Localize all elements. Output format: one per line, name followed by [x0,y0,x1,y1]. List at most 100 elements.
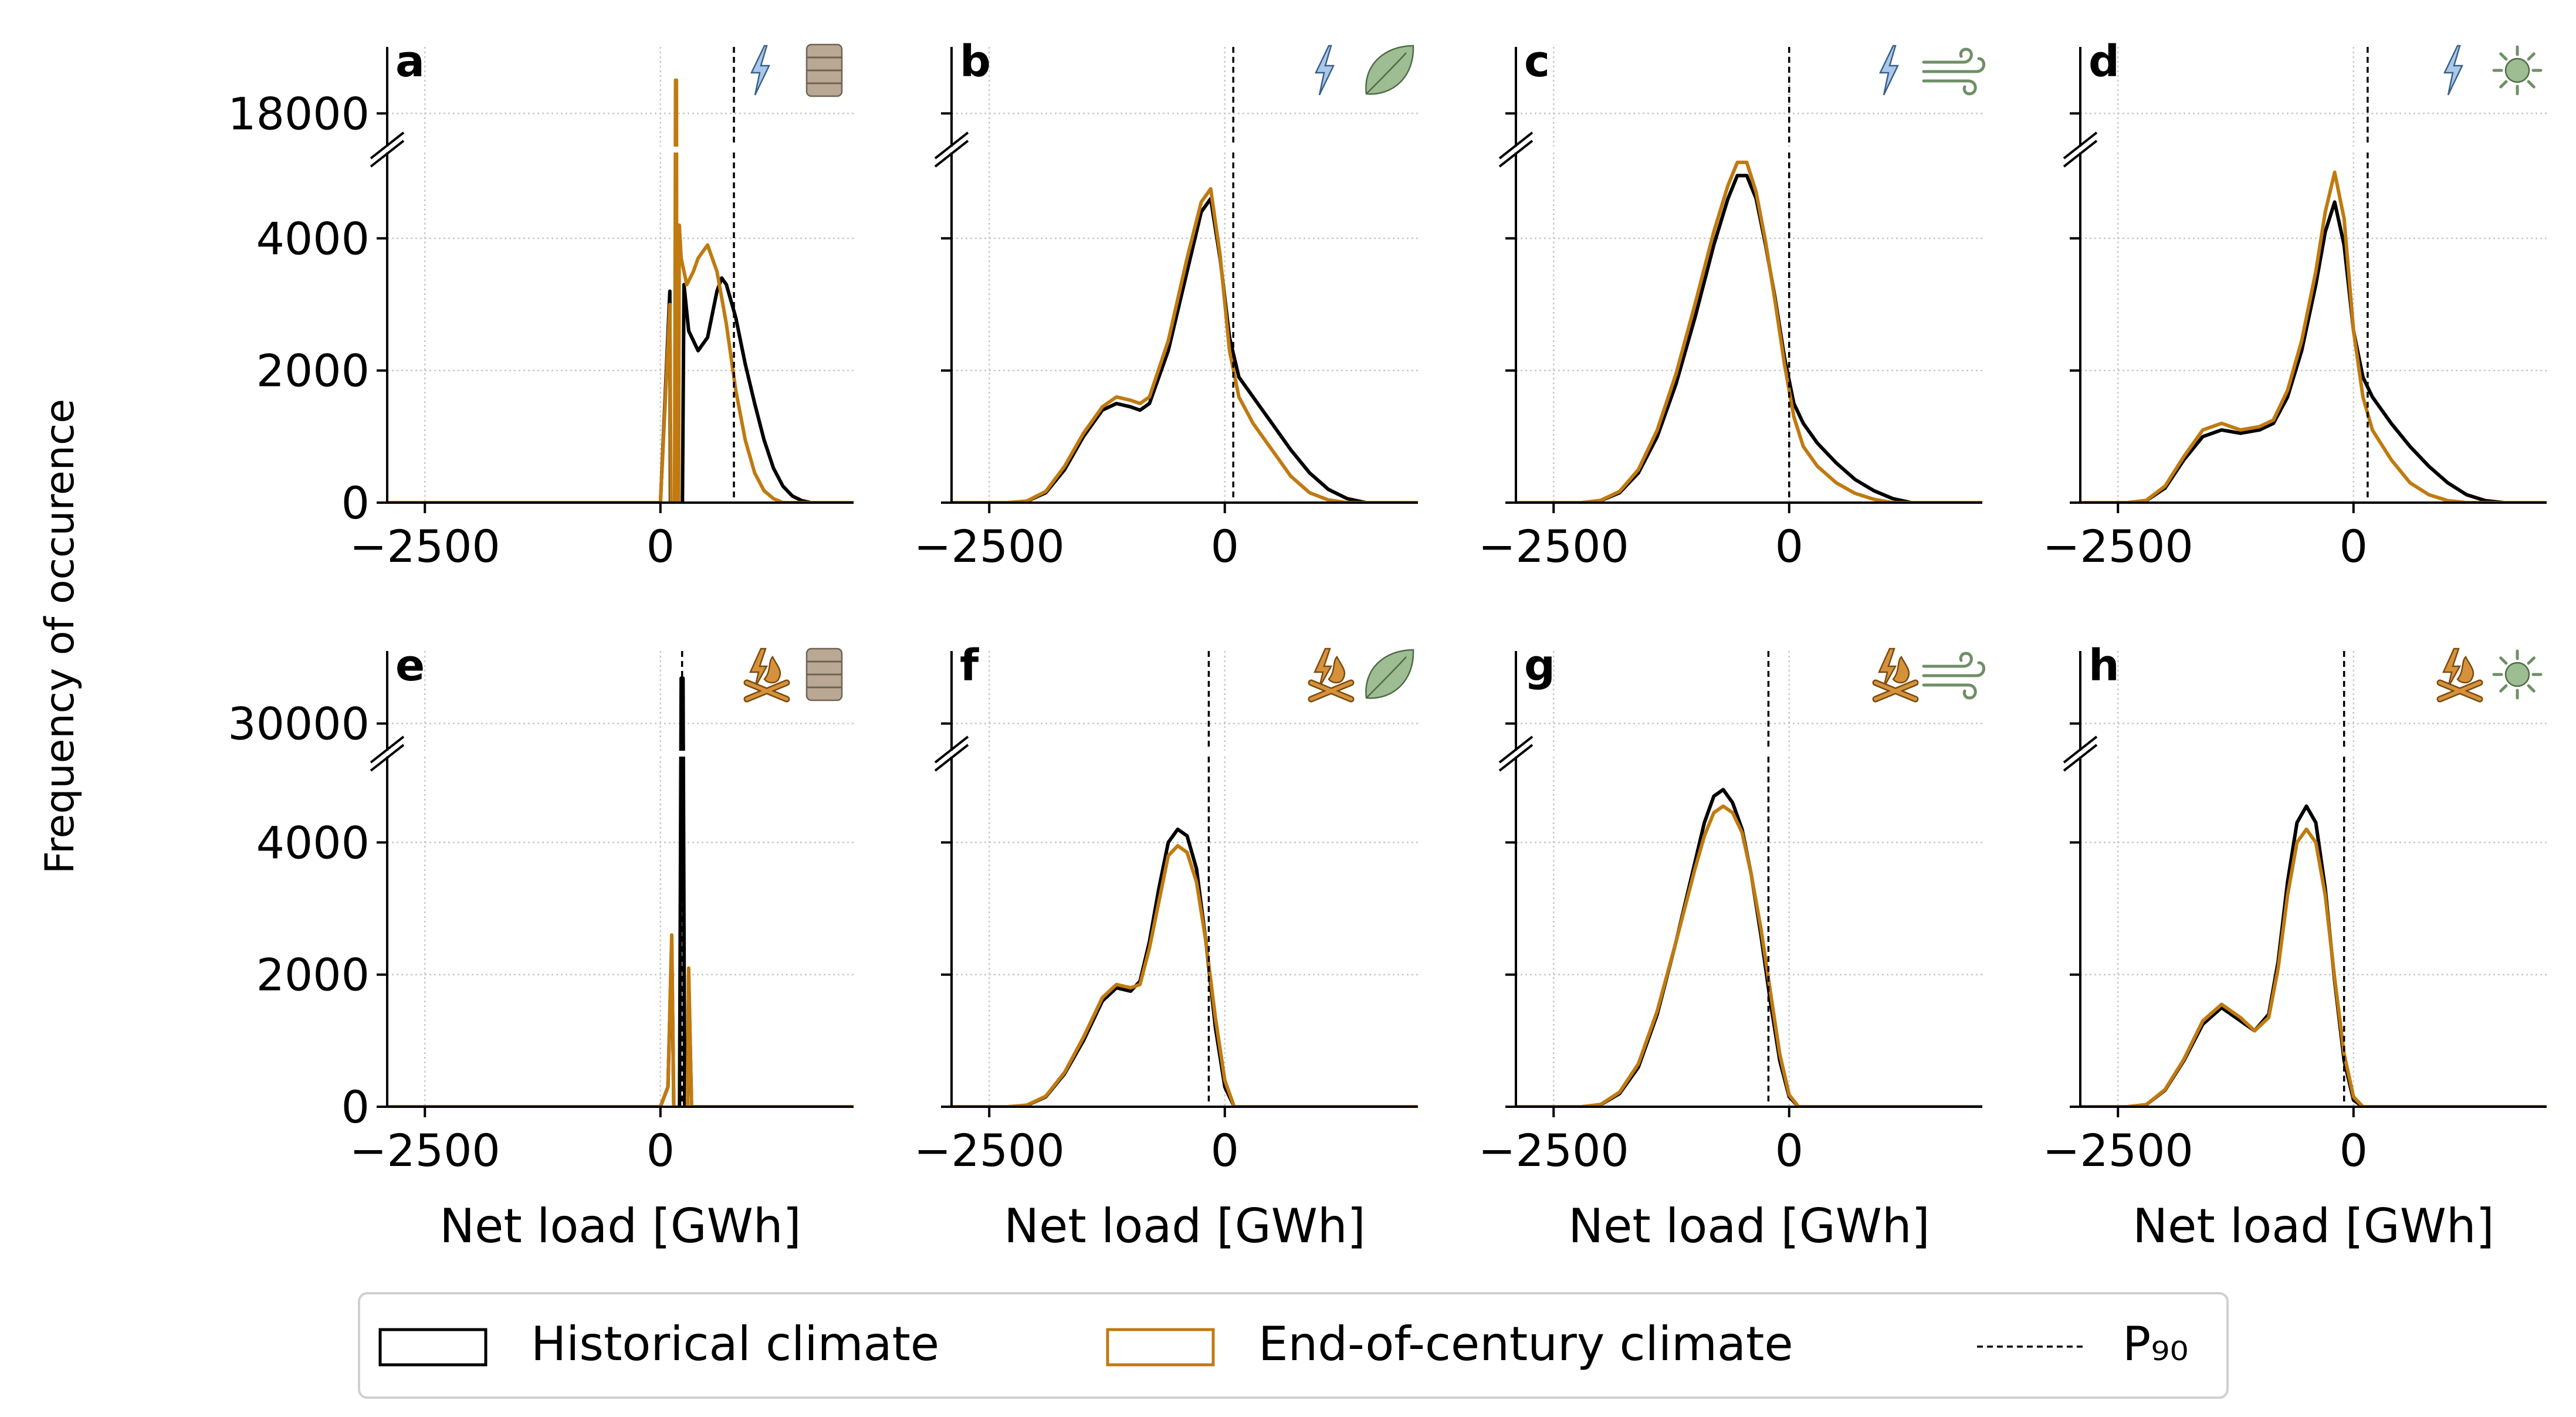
series-line-historical [387,276,854,504]
series-line-historical [2080,200,2547,504]
fire-icon [1872,648,1919,703]
x-tick-label: −2500 [914,520,1065,572]
y-tick-label-upper: 18000 [228,87,370,140]
y-tick-label-upper: 30000 [228,698,370,750]
axis-break-mark-1 [934,140,969,168]
legend: Historical climate End-of-century climat… [358,1292,2229,1399]
legend-swatch-end-of-century [1106,1328,1215,1367]
sun-ray-1 [2527,80,2536,89]
panel-label: g [1524,640,1555,691]
leaf-icon [1365,45,1414,95]
axis-break-mark-1 [934,744,969,772]
axis-break-mark-1 [2063,140,2098,168]
wind-gust-1 [1922,652,1973,668]
series-line-end-of-century [387,933,854,1108]
wind-gust-2 [1922,661,1985,677]
panel-label: d [2088,36,2120,87]
legend-frame [358,1292,2229,1399]
x-axis-label: Net load [GWh] [2132,1199,2494,1253]
x-tick-label: 0 [646,1124,675,1177]
series-line-end-of-century [1516,804,1982,1108]
flame-shape [763,655,781,684]
series-line-historical [1516,788,1982,1108]
sun-icon [2492,649,2543,700]
axis-break-mark-0 [934,131,969,160]
x-axis-label: Net load [GWh] [439,1199,801,1253]
axis-break-mark-0 [370,735,405,764]
oil-barrel-icon [805,648,843,701]
axis-break-mark-0 [1498,735,1534,764]
axis-break-mark-1 [370,140,405,168]
fire-icon [743,648,790,703]
y-tick-label: 0 [341,477,370,529]
lightning-shape [749,648,769,688]
series-line-end-of-century [1516,160,1982,504]
x-tick-label: −2500 [350,1124,500,1177]
axis-break-mark-0 [1498,131,1534,160]
x-tick-label: 0 [1775,520,1803,572]
leaf-vein [1366,52,1407,94]
panel-f: −2500 0 Net load [GWh] f [914,640,1418,1253]
x-tick-label: −2500 [1478,1124,1629,1177]
flame-shape [2456,655,2475,684]
wind-gust-3 [1922,79,1977,96]
wind-gust-3 [1922,683,1977,700]
wind-icon [1922,48,1985,96]
x-tick-label: −2500 [2043,520,2194,572]
y-tick-label: 2000 [256,949,370,1001]
series-line-end-of-century [387,78,854,504]
axis-break-mark-0 [2063,131,2098,160]
panel-label: c [1524,36,1550,87]
x-tick-label: −2500 [914,1124,1065,1177]
log-2 [2438,681,2482,701]
panel-label: h [2088,640,2120,691]
leaf-icon [1365,649,1414,699]
axis-break-mark-0 [934,735,969,764]
lightning-icon [2443,45,2463,96]
x-tick-label: 0 [646,520,675,572]
x-tick-label: −2500 [350,520,500,572]
series-line-end-of-century [952,187,1418,504]
y-tick-label: 2000 [256,345,370,397]
x-axis-label: Net load [GWh] [1568,1199,1930,1253]
axis-break-mark-0 [370,131,405,160]
axis-break-mark-1 [1498,140,1534,168]
series-line-end-of-century [952,844,1418,1108]
wind-gust-2 [1922,57,1985,73]
y-tick-label: 4000 [256,816,370,869]
figure-ylabel: Frequency of occurence [37,399,83,874]
lightning-shape [2443,45,2463,96]
axis-break-mark-1 [2063,744,2098,772]
lightning-shape [750,45,770,96]
series-line-end-of-century [2080,170,2547,504]
sun-disc [2504,662,2530,687]
x-tick-label: 0 [1775,1124,1803,1177]
lightning-icon [1879,45,1899,96]
lightning-shape [1315,45,1335,96]
fire-icon [1308,648,1355,703]
wind-gust-1 [1922,48,1973,64]
flame-shape [1892,655,1910,684]
sun-ray-5 [2499,656,2508,665]
sun-ray-7 [2527,656,2536,665]
series-line-end-of-century [2080,827,2547,1108]
log-2 [1874,681,1917,701]
axis-break-mark-0 [2063,735,2098,764]
sun-ray-3 [2499,684,2508,693]
panel-label: f [960,640,979,691]
x-tick-label: 0 [1211,1124,1239,1177]
series-line-historical [387,676,854,1108]
panel-label: a [395,36,425,87]
series-line-historical [952,827,1418,1108]
axis-break-mark-1 [370,744,405,772]
legend-label-historical: Historical climate [531,1317,939,1371]
sun-disc [2504,57,2530,83]
x-axis-label: Net load [GWh] [1004,1199,1365,1253]
y-tick-label: 0 [341,1081,370,1133]
